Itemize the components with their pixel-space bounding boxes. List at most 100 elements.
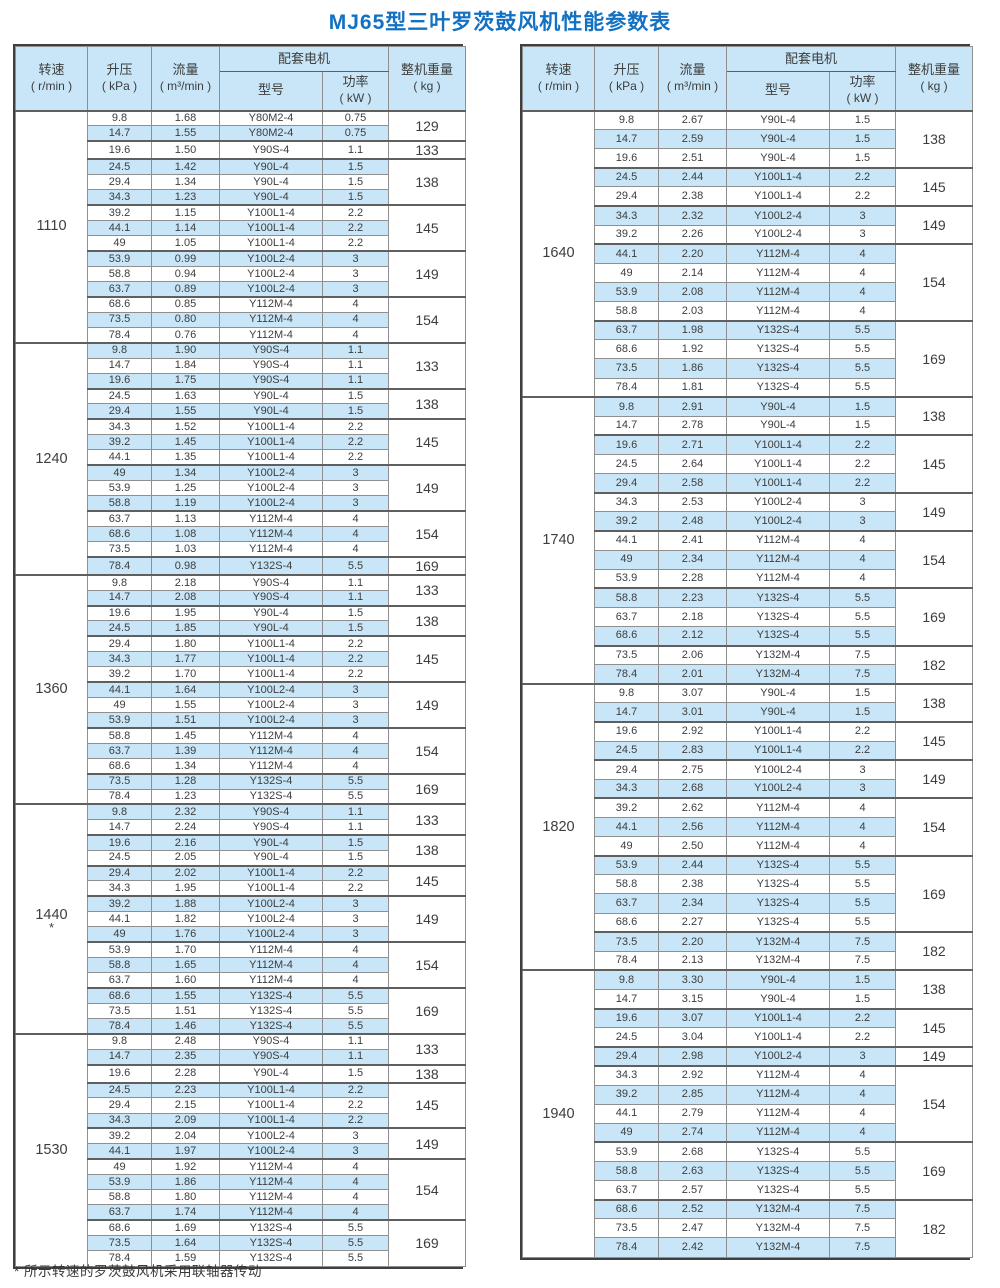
flow-cell: 2.92 (658, 720, 727, 742)
model-cell: Y90L-4 (219, 158, 323, 175)
power-cell: 4 (321, 956, 390, 974)
flow-cell: 3.07 (658, 1007, 727, 1029)
power-cell: 2.2 (828, 186, 897, 207)
pressure-cell: 14.7 (87, 1048, 152, 1066)
power-cell: 2.2 (321, 235, 390, 252)
power-cell: 1.5 (828, 415, 897, 436)
model-cell: Y100L2-4 (219, 464, 323, 481)
flow-cell: 0.94 (151, 265, 220, 283)
weight-cell: 169 (388, 555, 467, 576)
weight-cell: 169 (895, 319, 974, 398)
speed-value: 1820 (542, 818, 575, 835)
pressure-cell: 24.5 (87, 1081, 152, 1099)
power-cell: 3 (321, 281, 390, 298)
pressure-cell: 39.2 (87, 204, 152, 221)
power-cell: 1.1 (321, 372, 390, 390)
pressure-cell: 19.6 (87, 1063, 152, 1084)
flow-cell: 3.01 (658, 702, 727, 723)
power-cell: 4 (321, 541, 390, 558)
power-cell: 4 (828, 243, 897, 264)
power-cell: 4 (321, 311, 390, 328)
weight-cell: 149 (895, 491, 974, 532)
flow-cell: 2.32 (658, 205, 727, 226)
pressure-cell: 29.4 (87, 403, 152, 420)
model-cell: Y100L1-4 (219, 418, 323, 436)
power-cell: 3 (321, 681, 390, 698)
flow-cell: 1.13 (151, 509, 220, 527)
flow-cell: 1.82 (151, 911, 220, 928)
pressure-cell: 39.2 (594, 224, 659, 245)
model-cell: Y132S-4 (726, 1180, 830, 1201)
weight-cell: 154 (388, 295, 467, 344)
power-cell: 4 (321, 1189, 390, 1206)
flow-cell: 2.13 (658, 950, 727, 971)
pressure-cell: 73.5 (87, 311, 152, 328)
power-cell: 1.5 (321, 173, 390, 191)
model-cell: Y90L-4 (726, 682, 830, 704)
pressure-cell: 68.6 (87, 295, 152, 313)
model-cell: Y100L2-4 (219, 265, 323, 283)
pressure-cell: 44.1 (87, 681, 152, 698)
power-cell: 2.2 (321, 1097, 390, 1114)
weight-cell: 145 (895, 166, 974, 207)
flow-cell: 1.25 (151, 479, 220, 497)
weight-cell: 169 (895, 854, 974, 933)
power-cell: 5.5 (321, 1018, 390, 1035)
pressure-cell: 24.5 (594, 453, 659, 475)
pressure-cell: 29.4 (594, 1045, 659, 1067)
model-cell: Y132S-4 (219, 1018, 323, 1035)
power-cell: 5.5 (828, 1141, 897, 1163)
pressure-cell: 14.7 (594, 702, 659, 723)
weight-cell: 129 (388, 109, 467, 142)
pressure-cell: 29.4 (87, 864, 152, 882)
power-cell: 2.2 (321, 1112, 390, 1129)
flow-cell: 2.44 (658, 166, 727, 188)
model-cell: Y90L-4 (219, 834, 323, 851)
power-cell: 3 (321, 696, 390, 714)
flow-cell: 2.62 (658, 797, 727, 819)
power-cell: 3 (321, 495, 390, 512)
pressure-cell: 53.9 (87, 712, 152, 729)
model-cell: Y100L1-4 (219, 635, 323, 652)
flow-cell: 2.41 (658, 529, 727, 551)
model-cell: Y132S-4 (219, 1002, 323, 1020)
flow-cell: 1.28 (151, 772, 220, 790)
footnote: * 所示转速的罗茨鼓风机采用联轴器传动 (14, 1264, 263, 1279)
weight-cell: 138 (388, 604, 467, 637)
power-cell: 3 (828, 778, 897, 799)
flow-cell: 1.51 (151, 712, 220, 729)
power-cell: 5.5 (321, 788, 390, 805)
flow-cell: 2.48 (151, 1032, 220, 1050)
weight-cell: 138 (388, 1063, 467, 1084)
power-cell: 4 (828, 549, 897, 570)
power-cell: 1.5 (321, 158, 390, 175)
flow-cell: 2.51 (658, 148, 727, 169)
pressure-cell: 78.4 (87, 555, 152, 576)
power-cell: 2.2 (321, 864, 390, 882)
power-cell: 1.5 (828, 682, 897, 704)
flow-cell: 1.92 (151, 1158, 220, 1175)
flow-cell: 2.57 (658, 1180, 727, 1201)
model-cell: Y90L-4 (726, 702, 830, 723)
speed-cell: 1820 (522, 682, 595, 971)
power-cell: 1.1 (321, 819, 390, 836)
pressure-cell: 9.8 (87, 109, 152, 127)
power-cell: 4 (321, 726, 390, 744)
header-weight-label: 整机重量 (401, 61, 454, 77)
model-cell: Y90L-4 (726, 148, 830, 169)
weight-cell: 145 (895, 434, 974, 494)
flow-cell: 2.71 (658, 434, 727, 455)
speed-cell: 1530 (15, 1032, 88, 1267)
pressure-cell: 68.6 (594, 339, 659, 360)
flow-cell: 1.92 (658, 339, 727, 360)
model-cell: Y112M-4 (726, 568, 830, 589)
model-cell: Y112M-4 (219, 1173, 323, 1191)
pressure-cell: 73.5 (594, 931, 659, 952)
model-cell: Y80M2-4 (219, 109, 323, 127)
flow-cell: 1.69 (151, 1219, 220, 1237)
power-cell: 2.2 (321, 650, 390, 668)
power-cell: 7.5 (828, 664, 897, 685)
model-cell: Y100L2-4 (219, 895, 323, 913)
weight-cell: 169 (388, 772, 467, 805)
power-cell: 4 (828, 281, 897, 303)
